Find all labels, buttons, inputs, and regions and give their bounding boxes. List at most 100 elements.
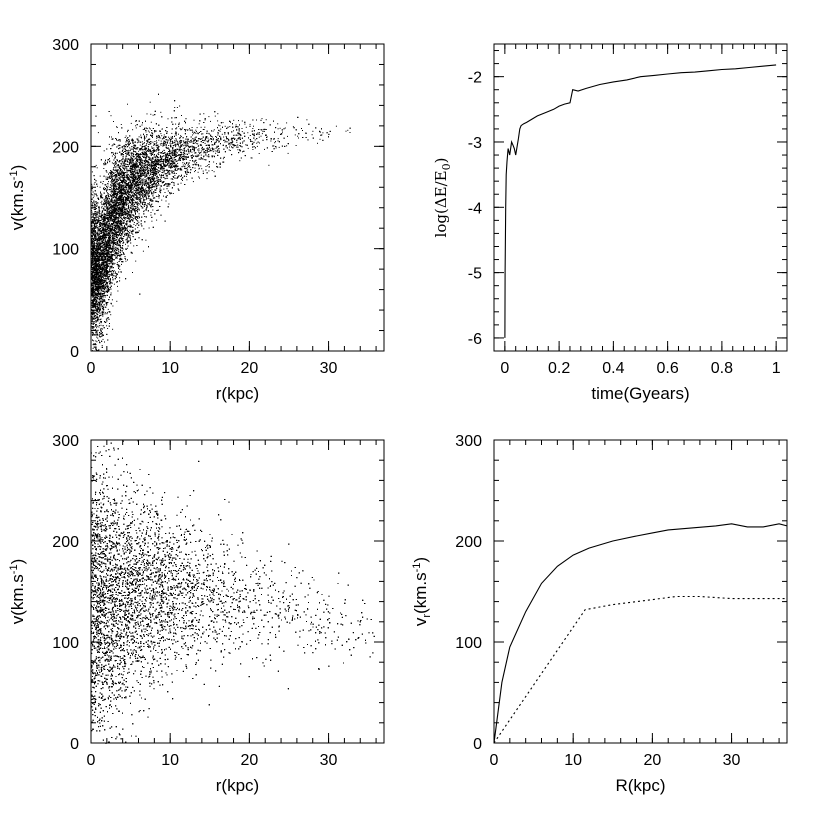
scatter-point bbox=[102, 277, 104, 279]
scatter-point bbox=[149, 143, 151, 145]
scatter-point bbox=[102, 299, 104, 301]
scatter-point bbox=[100, 288, 102, 290]
scatter-point bbox=[182, 127, 184, 129]
scatter-point bbox=[113, 174, 115, 176]
scatter-point bbox=[124, 193, 126, 195]
scatter-point bbox=[110, 266, 112, 268]
scatter-point bbox=[161, 161, 163, 163]
scatter-point bbox=[110, 194, 112, 196]
scatter-point bbox=[105, 261, 107, 263]
scatter-point bbox=[112, 202, 114, 204]
scatter-point bbox=[231, 143, 233, 145]
scatter-point bbox=[104, 205, 106, 207]
scatter-point bbox=[100, 213, 102, 215]
scatter-point bbox=[95, 244, 97, 246]
scatter-point bbox=[106, 192, 108, 194]
scatter-point bbox=[101, 227, 103, 229]
scatter-point bbox=[117, 234, 118, 235]
scatter-point bbox=[131, 172, 133, 174]
scatter-point bbox=[130, 197, 132, 199]
scatter-point bbox=[134, 194, 136, 196]
scatter-point bbox=[91, 317, 93, 319]
scatter-point bbox=[108, 290, 110, 292]
scatter-point bbox=[140, 167, 142, 169]
scatter-point bbox=[100, 273, 102, 274]
scatter-point bbox=[113, 245, 115, 247]
scatter-point bbox=[146, 128, 148, 130]
scatter-point bbox=[140, 192, 142, 194]
scatter-point bbox=[171, 182, 173, 183]
scatter-point bbox=[100, 303, 102, 305]
scatter-point bbox=[134, 211, 136, 213]
scatter-point bbox=[170, 136, 172, 138]
scatter-point bbox=[121, 229, 123, 231]
scatter-point bbox=[238, 128, 240, 130]
scatter-point bbox=[200, 126, 202, 128]
scatter-point bbox=[136, 192, 138, 194]
scatter-point bbox=[167, 172, 169, 173]
scatter-point bbox=[124, 212, 126, 214]
scatter-point bbox=[118, 178, 120, 180]
scatter-point bbox=[214, 115, 216, 117]
scatter-point bbox=[150, 177, 152, 179]
scatter-point bbox=[148, 185, 150, 187]
scatter-point bbox=[103, 237, 105, 238]
scatter-point bbox=[145, 169, 147, 170]
scatter-point bbox=[93, 276, 95, 278]
scatter-point bbox=[139, 200, 141, 202]
scatter-point bbox=[99, 283, 101, 285]
scatter-point bbox=[115, 167, 117, 169]
scatter-point bbox=[155, 164, 157, 166]
scatter-point bbox=[95, 164, 97, 166]
scatter-point bbox=[118, 244, 120, 245]
scatter-point bbox=[193, 143, 195, 144]
scatter-point bbox=[169, 137, 170, 139]
scatter-point bbox=[103, 199, 105, 201]
scatter-point bbox=[120, 221, 122, 223]
scatter-point bbox=[91, 306, 93, 308]
scatter-point bbox=[149, 149, 151, 151]
scatter-point bbox=[133, 202, 135, 204]
scatter-point bbox=[124, 143, 126, 145]
scatter-point bbox=[94, 306, 96, 308]
scatter-point bbox=[99, 256, 100, 258]
scatter-point bbox=[97, 268, 99, 270]
scatter-point bbox=[111, 264, 113, 265]
scatter-point bbox=[168, 154, 170, 156]
scatter-point bbox=[138, 169, 140, 171]
scatter-point bbox=[94, 237, 96, 239]
scatter-point bbox=[108, 289, 110, 291]
scatter-point bbox=[108, 214, 110, 215]
scatter-point bbox=[110, 224, 112, 226]
scatter-point bbox=[145, 159, 147, 161]
scatter-point bbox=[166, 195, 168, 196]
scatter-point bbox=[129, 210, 131, 212]
scatter-point bbox=[152, 132, 153, 134]
scatter-point bbox=[141, 153, 143, 155]
scatter-point bbox=[92, 253, 94, 255]
scatter-point bbox=[158, 134, 159, 136]
scatter-point bbox=[138, 156, 140, 158]
scatter-point bbox=[104, 229, 106, 231]
scatter-point bbox=[95, 208, 97, 210]
scatter-point bbox=[105, 260, 107, 262]
scatter-point bbox=[98, 239, 100, 241]
scatter-point bbox=[119, 242, 121, 244]
scatter-point bbox=[107, 272, 109, 273]
scatter-point bbox=[197, 171, 199, 173]
scatter-point bbox=[186, 167, 188, 169]
scatter-point bbox=[105, 229, 107, 231]
scatter-point bbox=[110, 190, 112, 192]
scatter-point bbox=[144, 163, 146, 165]
scatter-point bbox=[129, 238, 131, 240]
scatter-point bbox=[176, 151, 178, 153]
scatter-point bbox=[119, 171, 121, 173]
scatter-point bbox=[137, 222, 139, 224]
scatter-point bbox=[100, 224, 102, 226]
scatter-point bbox=[184, 144, 186, 146]
scatter-point bbox=[104, 321, 106, 323]
scatter-point bbox=[109, 161, 111, 163]
scatter-point bbox=[117, 205, 119, 206]
scatter-point bbox=[99, 278, 101, 279]
scatter-point bbox=[116, 274, 118, 276]
